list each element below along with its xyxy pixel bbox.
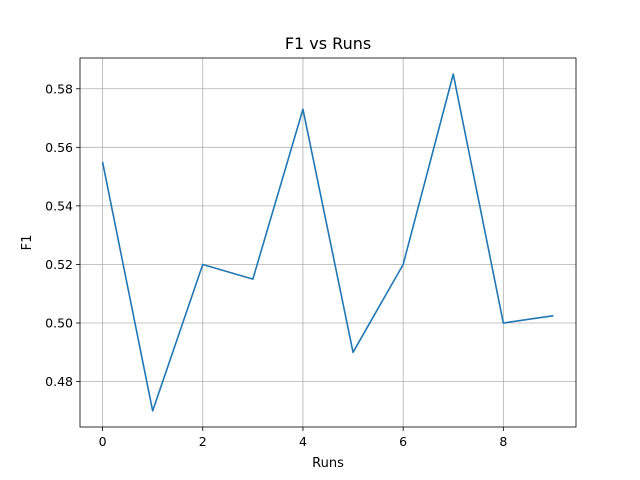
x-tick-label: 2 xyxy=(199,434,207,449)
grid-lines xyxy=(80,58,576,427)
x-tick-label: 0 xyxy=(99,434,107,449)
x-tick-label: 4 xyxy=(299,434,307,449)
plot-frame xyxy=(79,57,577,428)
series-line xyxy=(101,73,554,412)
y-tick-label: 0.54 xyxy=(45,198,73,213)
x-tick-label: 6 xyxy=(399,434,407,449)
axis-ticks: 0 2 4 6 8 0.48 0.50 0.52 0.54 0.56 0.58 xyxy=(45,81,507,449)
y-tick-label: 0.58 xyxy=(45,81,73,96)
x-tick-label: 8 xyxy=(499,434,507,449)
y-tick-label: 0.48 xyxy=(45,374,73,389)
x-axis-label: Runs xyxy=(312,456,344,471)
y-tick-label: 0.52 xyxy=(45,257,73,272)
chart-title: F1 vs Runs xyxy=(285,34,371,53)
y-tick-label: 0.50 xyxy=(45,316,73,331)
y-axis-label: F1 xyxy=(20,235,35,251)
series-layer xyxy=(101,73,554,412)
y-tick-label: 0.56 xyxy=(45,140,73,155)
